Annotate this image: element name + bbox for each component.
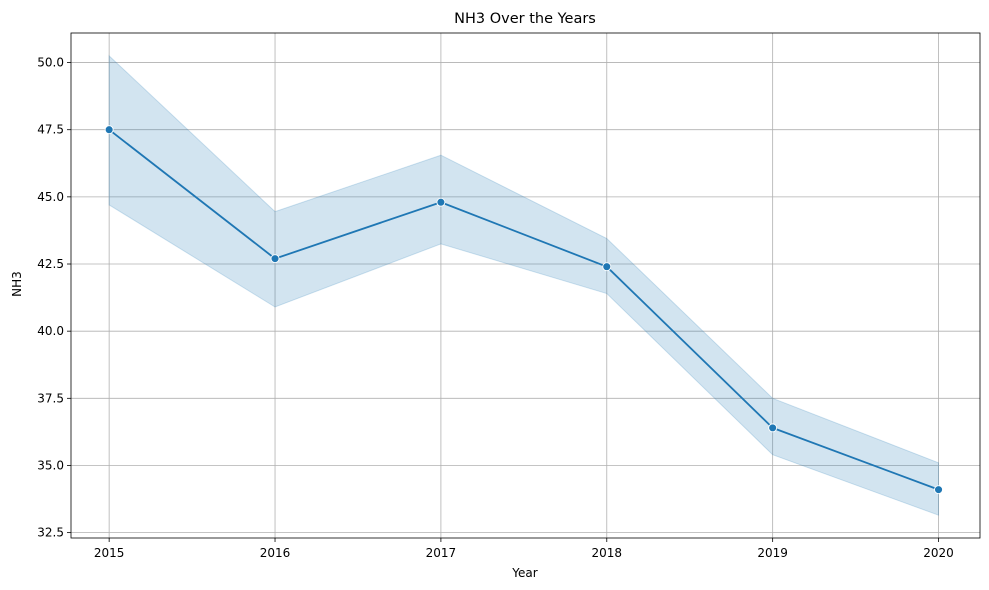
y-tick-label: 32.5	[37, 526, 64, 540]
data-point	[602, 262, 612, 272]
confidence-interval-band	[108, 54, 940, 516]
y-tick-label: 45.0	[37, 190, 64, 204]
grid	[71, 33, 980, 538]
chart-title: NH3 Over the Years	[454, 11, 596, 27]
x-tick-label: 2015	[94, 546, 125, 560]
x-tick-label: 2017	[426, 546, 457, 560]
x-tick-label: 2019	[757, 546, 788, 560]
y-axis-ticks: 32.5 35.0 37.5 40.0 42.5 45.0 47.5 50.0	[37, 56, 71, 540]
data-point	[436, 197, 446, 207]
x-axis-ticks: 2015 2016 2017 2018 2019 2020	[94, 538, 954, 560]
y-tick-label: 50.0	[37, 56, 64, 70]
x-tick-label: 2016	[260, 546, 291, 560]
y-tick-label: 35.0	[37, 458, 64, 472]
data-point	[104, 125, 114, 135]
data-points	[104, 125, 943, 495]
y-axis-title: NH3	[10, 271, 24, 297]
x-tick-label: 2020	[923, 546, 954, 560]
series-line-group	[108, 128, 939, 491]
x-tick-label: 2018	[592, 546, 623, 560]
y-tick-label: 40.0	[37, 324, 64, 338]
y-tick-label: 42.5	[37, 257, 64, 271]
data-point	[768, 423, 778, 433]
series-line	[108, 128, 939, 491]
x-axis-title: Year	[511, 566, 537, 580]
confidence-band	[108, 54, 940, 516]
plot-frame	[70, 32, 981, 539]
data-point	[270, 254, 280, 264]
data-point	[934, 485, 943, 495]
y-tick-label: 37.5	[37, 391, 64, 405]
y-tick-label: 47.5	[37, 123, 64, 137]
